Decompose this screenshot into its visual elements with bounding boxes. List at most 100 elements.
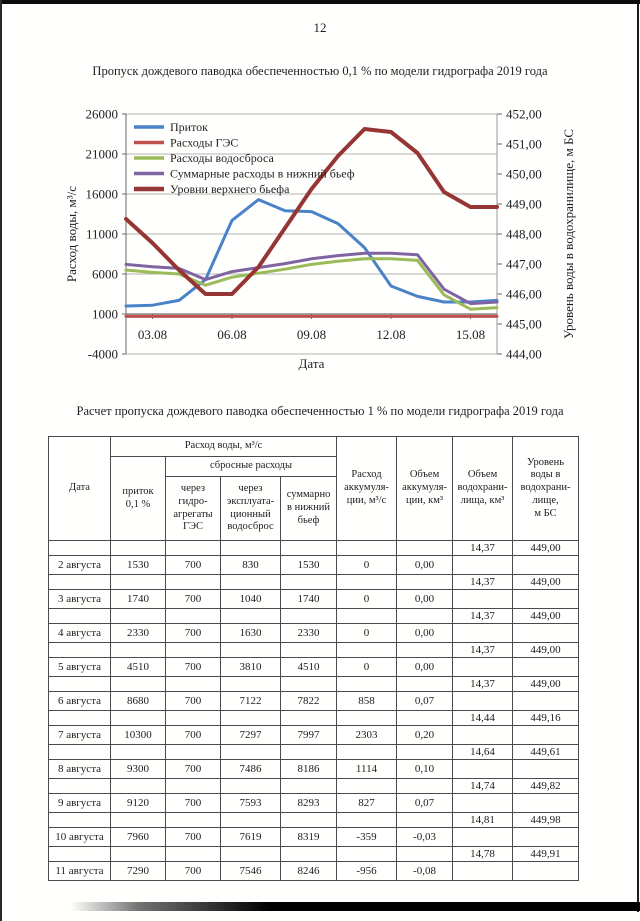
table-cell xyxy=(110,812,166,828)
table-cell: 14,74 xyxy=(452,778,514,794)
table-cell xyxy=(279,710,338,726)
table-cell: 700 xyxy=(165,759,221,779)
table-cell xyxy=(452,657,514,677)
table-cell: 14,37 xyxy=(452,676,514,692)
table-cell: 700 xyxy=(165,589,221,609)
table-cell: 700 xyxy=(165,657,221,677)
table-cell xyxy=(279,744,338,760)
table-row-level: 14,78 449,91 xyxy=(48,846,580,862)
left-axis-title: Расход воды, м³/с xyxy=(64,186,79,282)
table-cell: -956 xyxy=(336,861,398,881)
table-cell xyxy=(336,744,398,760)
table-cell xyxy=(512,623,580,643)
table-cell xyxy=(336,846,398,862)
table-cell: 1740 xyxy=(110,589,166,609)
col-header-water-level: Уровень воды в водохрани- лище, м БС xyxy=(512,436,580,541)
table-row-level: 14,37 449,00 xyxy=(48,608,580,624)
table-row-level: 14,74 449,82 xyxy=(48,778,580,794)
table-cell: 7546 xyxy=(220,861,281,881)
table-cell xyxy=(48,744,111,760)
table-cell xyxy=(512,691,580,711)
table-row-level: 14,37 449,00 xyxy=(48,574,580,590)
table-cell xyxy=(279,812,338,828)
table-cell: 0 xyxy=(336,657,398,677)
left-axis-tick-label: 6000 xyxy=(92,267,118,282)
table-cell: 5 августа xyxy=(48,657,111,677)
table-cell xyxy=(512,589,580,609)
table-cell xyxy=(110,574,166,590)
table-cell: 1740 xyxy=(279,589,338,609)
table-cell xyxy=(452,555,514,575)
table-cell xyxy=(452,827,514,847)
table-cell: 2303 xyxy=(336,725,398,745)
table-cell xyxy=(336,642,398,658)
table-row-day: 2 августа 1530 700 830 1530 0 0,00 xyxy=(48,555,580,575)
table-cell: 0,00 xyxy=(396,555,454,575)
table-cell: 449,91 xyxy=(512,846,580,862)
col-header-spillway: через эксплуата- ционный водосброс xyxy=(220,476,281,541)
table-cell: 7290 xyxy=(110,861,166,881)
table-cell: 827 xyxy=(336,793,398,813)
table-cell xyxy=(396,744,454,760)
table-cell xyxy=(48,846,111,862)
table-container: Дата Расход воды, м³/с Расход аккумуля- … xyxy=(48,436,580,881)
table-cell xyxy=(396,676,454,692)
page-number: 12 xyxy=(313,20,327,35)
table-row-day: 10 августа 7960 700 7619 8319 -359 -0,03 xyxy=(48,827,580,847)
col-header-inflow: приток 0,1 % xyxy=(110,456,166,541)
table-cell xyxy=(279,846,338,862)
right-axis-tick-label: 447,00 xyxy=(506,257,542,272)
x-axis-tick-label: 12.08 xyxy=(376,327,405,342)
table-cell: 0,07 xyxy=(396,793,454,813)
table-row-level: 14,37 449,00 xyxy=(48,676,580,692)
legend-label-2: Расходы водосброса xyxy=(170,151,275,165)
table-cell: 700 xyxy=(165,623,221,643)
table-cell: 2330 xyxy=(110,623,166,643)
table-cell xyxy=(512,725,580,745)
scan-edge-top xyxy=(0,0,640,4)
table-cell xyxy=(452,623,514,643)
legend-label-3: Суммарные расходы в нижний бьеф xyxy=(170,167,355,181)
right-axis-tick-label: 445,00 xyxy=(506,317,542,332)
table-cell xyxy=(512,555,580,575)
table-cell: 0,20 xyxy=(396,725,454,745)
table-cell: -0,08 xyxy=(396,861,454,881)
table-cell xyxy=(396,642,454,658)
table-cell: -359 xyxy=(336,827,398,847)
left-axis-tick-label: 21000 xyxy=(86,147,119,162)
table-cell: 7619 xyxy=(220,827,281,847)
table-cell: 14,37 xyxy=(452,642,514,658)
table-cell xyxy=(165,710,221,726)
right-axis-tick-label: 452,00 xyxy=(506,107,542,122)
right-axis-title: Уровень воды в водохранилище, м БС xyxy=(561,129,576,339)
col-header-reservoir-volume: Объем водохрани- лища, км³ xyxy=(452,436,514,541)
table-cell: 700 xyxy=(165,827,221,847)
left-axis-tick-label: 11000 xyxy=(86,227,118,242)
right-axis-tick-label: 451,00 xyxy=(506,137,542,152)
right-axis-tick-label: 446,00 xyxy=(506,287,542,302)
table-cell xyxy=(396,846,454,862)
table-cell: 14,64 xyxy=(452,744,514,760)
table-cell xyxy=(452,725,514,745)
table-cell: 700 xyxy=(165,793,221,813)
table-cell: 7997 xyxy=(279,725,338,745)
table-cell: 8680 xyxy=(110,691,166,711)
table-cell xyxy=(336,710,398,726)
left-axis-tick-label: -4000 xyxy=(88,347,118,362)
table-cell xyxy=(165,846,221,862)
table-cell xyxy=(279,642,338,658)
left-axis-tick-label: 26000 xyxy=(86,107,119,122)
right-axis-tick-label: 450,00 xyxy=(506,167,542,182)
table-cell: 8319 xyxy=(279,827,338,847)
table-cell xyxy=(220,608,281,624)
table-cell xyxy=(512,827,580,847)
table-cell xyxy=(165,608,221,624)
table-cell xyxy=(110,744,166,760)
table-cell: 700 xyxy=(165,861,221,881)
table-cell: 8246 xyxy=(279,861,338,881)
table-cell: 8186 xyxy=(279,759,338,779)
table-cell xyxy=(396,778,454,794)
table-cell: 4510 xyxy=(279,657,338,677)
table-cell xyxy=(396,812,454,828)
table-cell: 1530 xyxy=(279,555,338,575)
